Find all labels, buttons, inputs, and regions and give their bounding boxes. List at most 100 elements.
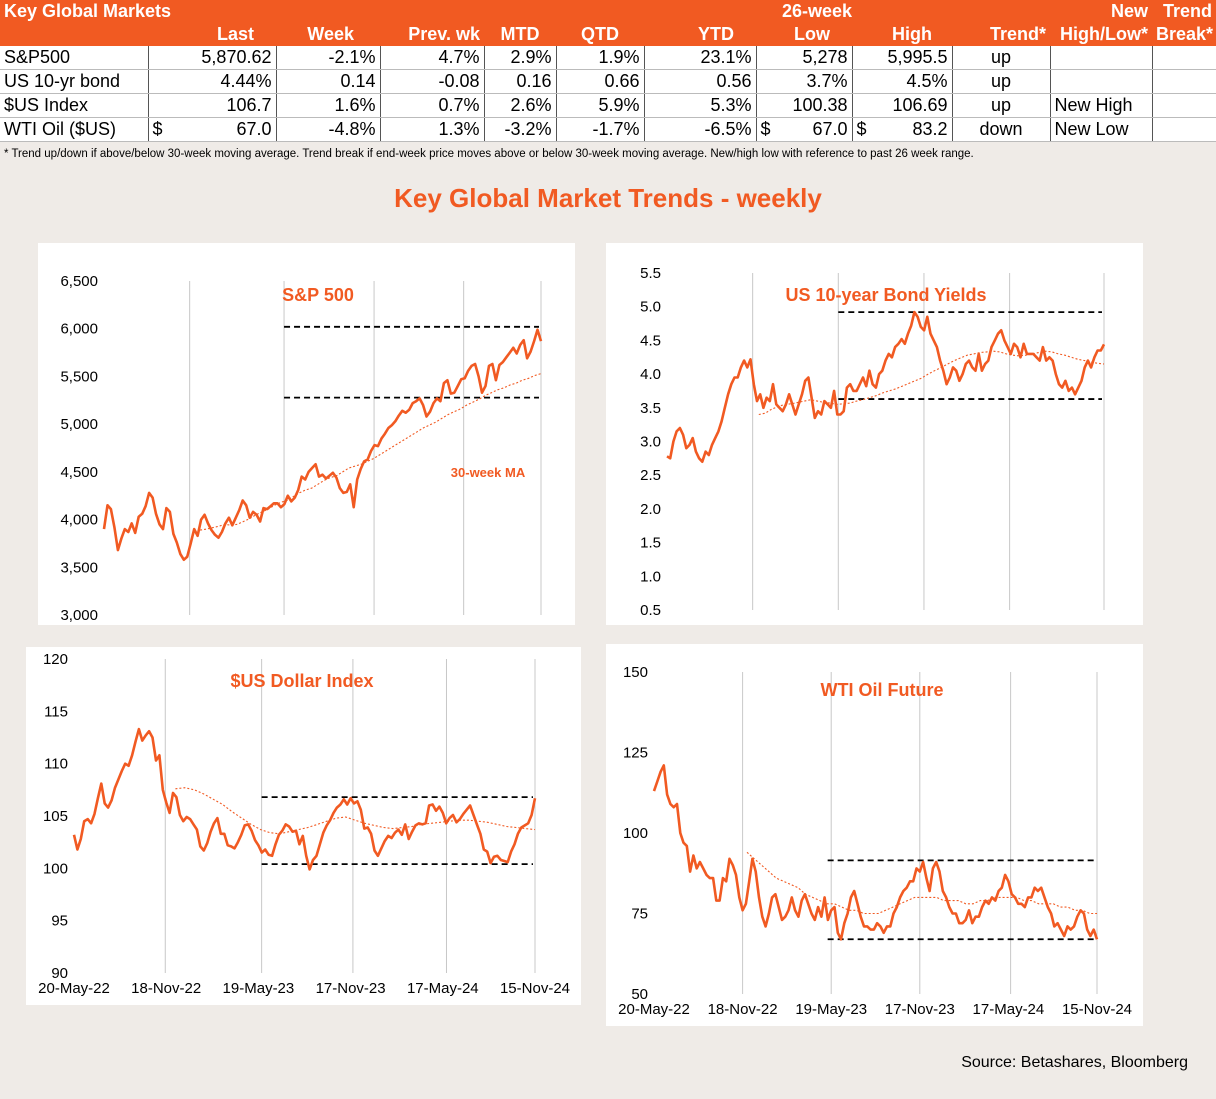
cell-low: 100.38 xyxy=(756,93,853,118)
chart-title: $US Dollar Index xyxy=(230,671,373,691)
col-header: Week xyxy=(276,23,380,46)
row-name: US 10-yr bond xyxy=(0,69,149,94)
chart-title: S&P 500 xyxy=(282,285,354,305)
header-26-week: 26-week xyxy=(756,0,852,23)
x-tick-label: 17-May-24 xyxy=(973,1001,1045,1018)
y-tick-label: 3.5 xyxy=(640,400,661,417)
price-line xyxy=(72,727,537,871)
x-tick-label: 19-May-23 xyxy=(223,980,295,997)
x-tick-label: 17-May-24 xyxy=(407,980,479,997)
cell-high-value: 83.2 xyxy=(912,119,948,139)
cell-high: 5,995.5 xyxy=(852,46,953,70)
col-header: Break* xyxy=(1152,23,1216,46)
table-row: US 10-yr bond 4.44% 0.14 -0.08 0.16 0.66… xyxy=(0,69,1216,94)
cell-qtd: 0.66 xyxy=(556,69,645,94)
y-tick-label: 3,500 xyxy=(60,559,98,576)
y-tick-label: 5.5 xyxy=(640,265,661,282)
y-tick-label: 3,000 xyxy=(60,607,98,624)
cell-prev: 0.7% xyxy=(380,93,485,118)
y-tick-label: 5,000 xyxy=(60,416,98,433)
cell-break xyxy=(1152,117,1216,142)
cell-trend: up xyxy=(952,69,1051,94)
header-trend: Trend xyxy=(1152,0,1216,23)
chart-wti-oil: 50 75 100 125 150 20-May-22 18-Nov-22 19-May-23… xyxy=(606,644,1143,1026)
cell-trend: down xyxy=(952,117,1051,142)
y-tick-label: 5,500 xyxy=(60,368,98,385)
col-header: QTD xyxy=(556,23,644,46)
y-tick-label: 4,500 xyxy=(60,464,98,481)
cell-mtd: 2.9% xyxy=(484,46,557,70)
source-note: Source: Betashares, Bloomberg xyxy=(961,1054,1188,1071)
cell-ytd: 0.56 xyxy=(644,69,757,94)
cell-low-value: 67.0 xyxy=(812,119,848,139)
y-tick-label: 50 xyxy=(631,986,648,1003)
x-tick-label: 17-Nov-23 xyxy=(316,980,386,997)
row-name: WTI Oil ($US) xyxy=(0,117,149,142)
chart-svg: 3,000 3,500 4,000 4,500 5,000 5,500 6,000 6,500… xyxy=(38,243,575,625)
cell-last: $67.0 xyxy=(148,117,277,142)
chart-sp500: 3,000 3,500 4,000 4,500 5,000 5,500 6,000 6,500… xyxy=(38,243,575,625)
y-tick-label: 6,000 xyxy=(60,321,98,338)
cell-last: 106.7 xyxy=(148,93,277,118)
cell-high: 106.69 xyxy=(852,93,953,118)
cell-newhl xyxy=(1050,69,1153,94)
cell-break xyxy=(1152,93,1216,118)
table-header-top: Key Global Markets 26-week New Trend xyxy=(0,0,1216,23)
y-tick-label: 105 xyxy=(43,808,68,825)
cell-week: 1.6% xyxy=(276,93,381,118)
cell-trend: up xyxy=(952,93,1051,118)
x-tick-label: 19-May-23 xyxy=(795,1001,867,1018)
x-tick-label: 18-Nov-22 xyxy=(708,1001,778,1018)
table-row: S&P500 5,870.62 -2.1% 4.7% 2.9% 1.9% 23.… xyxy=(0,46,1216,70)
cell-break xyxy=(1152,46,1216,70)
cell-low: 5,278 xyxy=(756,46,853,70)
y-tick-label: 4.0 xyxy=(640,366,661,383)
y-tick-label: 0.5 xyxy=(640,602,661,619)
currency-symbol: $ xyxy=(152,119,163,139)
cell-week: 0.14 xyxy=(276,69,381,94)
page-title: Key Global Market Trends - weekly xyxy=(394,183,822,213)
cell-prev: 4.7% xyxy=(380,46,485,70)
cell-newhl: New High xyxy=(1050,93,1153,118)
x-tick-label: 20-May-22 xyxy=(38,980,110,997)
moving-average-line xyxy=(758,350,1105,416)
cell-week: -2.1% xyxy=(276,46,381,70)
cell-high: $83.2 xyxy=(852,117,953,142)
cell-last: 4.44% xyxy=(148,69,277,94)
y-tick-label: 4.5 xyxy=(640,332,661,349)
cell-newhl xyxy=(1050,46,1153,70)
chart-svg: 90 95 100 105 110 115 120 20-May-22 18-Nov-22 19-… xyxy=(26,647,581,1005)
plot-background xyxy=(38,243,575,625)
cell-low: 3.7% xyxy=(756,69,853,94)
cell-last-value: 67.0 xyxy=(236,119,272,139)
cell-qtd: 5.9% xyxy=(556,93,645,118)
col-header: MTD xyxy=(484,23,556,46)
x-tick-label: 20-May-22 xyxy=(618,1001,690,1018)
plot-background xyxy=(26,647,581,1005)
cell-mtd: -3.2% xyxy=(484,117,557,142)
y-tick-label: 150 xyxy=(623,664,648,681)
y-tick-label: 5.0 xyxy=(640,299,661,316)
cell-prev: 1.3% xyxy=(380,117,485,142)
x-tick-label: 15-Nov-24 xyxy=(500,980,570,997)
col-header: Prev. wk xyxy=(380,23,484,46)
x-tick-label: 17-Nov-23 xyxy=(885,1001,955,1018)
table-row: $US Index 106.7 1.6% 0.7% 2.6% 5.9% 5.3%… xyxy=(0,93,1216,118)
chart-title: US 10-year Bond Yields xyxy=(785,285,986,305)
row-name: $US Index xyxy=(0,93,149,118)
y-tick-label: 115 xyxy=(44,703,68,720)
y-tick-label: 6,500 xyxy=(60,273,98,290)
cell-high: 4.5% xyxy=(852,69,953,94)
markets-table: Key Global Markets 26-week New Trend Las… xyxy=(0,0,1216,142)
cell-mtd: 0.16 xyxy=(484,69,557,94)
col-header: Trend* xyxy=(952,23,1050,46)
y-tick-label: 95 xyxy=(51,913,68,930)
cell-newhl: New Low xyxy=(1050,117,1153,142)
y-tick-label: 100 xyxy=(623,825,648,842)
cell-low: $67.0 xyxy=(756,117,853,142)
table-title: Key Global Markets xyxy=(0,0,171,23)
currency-symbol: $ xyxy=(760,119,771,139)
cell-mtd: 2.6% xyxy=(484,93,557,118)
table-footnote: * Trend up/down if above/below 30-week m… xyxy=(4,148,974,160)
table-row: WTI Oil ($US) $67.0 -4.8% 1.3% -3.2% -1.… xyxy=(0,117,1216,142)
